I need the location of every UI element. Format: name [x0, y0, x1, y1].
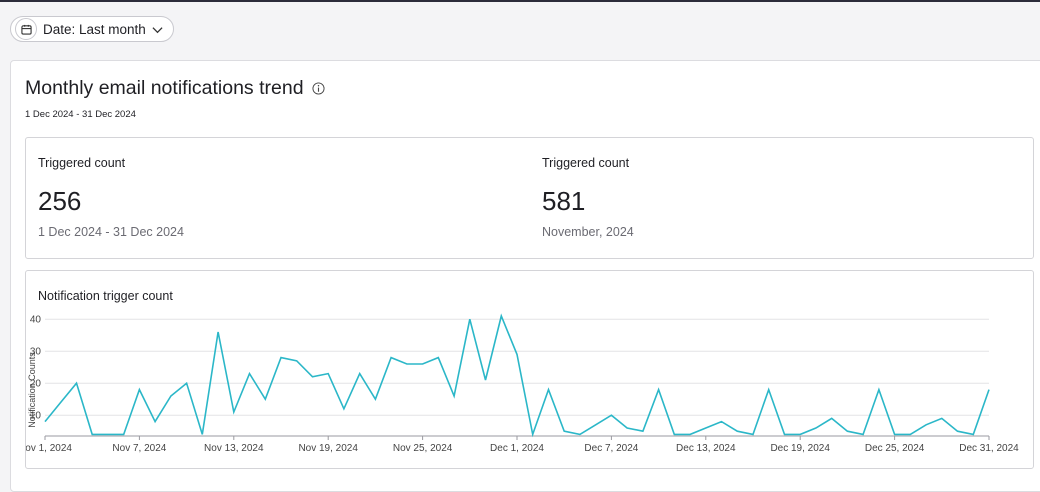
date-filter-button[interactable]: Date: Last month [10, 16, 174, 42]
chart-card: Notification trigger count 10 20 30 40 Nov 1… [25, 270, 1034, 469]
data-point [562, 429, 566, 433]
data-point [436, 356, 440, 360]
data-point [971, 432, 975, 436]
y-tick-label: 20 [30, 379, 42, 390]
data-point [200, 432, 204, 436]
panel-title: Monthly email notifications trend [25, 77, 304, 99]
notification-trigger-line-chart: 10 20 30 40 Nov 1, 2024 Nov 7, 2024 Nov 13, 20… [26, 313, 1019, 454]
data-point [877, 388, 881, 392]
x-tick-label: Nov 13, 2024 [204, 443, 264, 454]
data-point [90, 432, 94, 436]
data-point [767, 388, 771, 392]
data-point [688, 432, 692, 436]
data-point [310, 375, 314, 379]
data-point [137, 388, 141, 392]
x-tick-label: Dec 13, 2024 [676, 443, 736, 454]
data-point [358, 372, 362, 376]
data-point [625, 426, 629, 430]
data-point [468, 317, 472, 321]
data-point [74, 381, 78, 385]
data-point [342, 407, 346, 411]
data-point [452, 394, 456, 398]
data-point [861, 432, 865, 436]
data-point [185, 381, 189, 385]
window-top-border [0, 0, 1040, 2]
y-tick-label: 40 [30, 315, 42, 326]
x-tick-label: Dec 1, 2024 [490, 443, 544, 454]
data-point [405, 362, 409, 366]
data-point [578, 432, 582, 436]
x-tick-label: Dec 7, 2024 [584, 443, 638, 454]
data-point [940, 416, 944, 420]
data-point [751, 432, 755, 436]
chart-title: Notification trigger count [38, 289, 173, 303]
data-point [59, 400, 63, 404]
data-point [782, 432, 786, 436]
data-point [720, 420, 724, 424]
chevron-down-icon [152, 22, 163, 37]
data-point [594, 423, 598, 427]
stat-value: 581 [542, 186, 586, 216]
data-point [122, 432, 126, 436]
stats-card: Triggered count 256 1 Dec 2024 - 31 Dec … [25, 137, 1034, 259]
data-point [531, 432, 535, 436]
y-tick-label: 30 [30, 347, 42, 358]
data-point [830, 416, 834, 420]
series-line [44, 313, 990, 438]
data-point [499, 314, 503, 318]
data-point [609, 413, 613, 417]
data-point [546, 388, 550, 392]
date-filter-label: Date: Last month [43, 21, 146, 37]
data-point [421, 362, 425, 366]
data-point [515, 352, 519, 356]
info-icon[interactable] [312, 82, 325, 95]
data-point [232, 410, 236, 414]
x-tick-label: Nov 19, 2024 [298, 443, 358, 454]
data-point [641, 429, 645, 433]
stat-value: 256 [38, 186, 82, 216]
data-point [43, 420, 47, 424]
stat-period: November, 2024 [542, 225, 634, 239]
y-axis-label: Notification Counts [27, 352, 37, 428]
data-point [169, 394, 173, 398]
data-point [248, 372, 252, 376]
data-point [484, 378, 488, 382]
data-point [657, 388, 661, 392]
data-point [672, 432, 676, 436]
x-tick-label: Dec 31, 2024 [959, 443, 1019, 454]
data-point [153, 420, 157, 424]
data-point [735, 429, 739, 433]
data-point [704, 426, 708, 430]
data-point [216, 330, 220, 334]
x-tick-label: Dec 19, 2024 [770, 443, 830, 454]
data-point [389, 356, 393, 360]
email-notifications-panel: Monthly email notifications trend 1 Dec … [10, 60, 1040, 492]
data-point [295, 359, 299, 363]
data-point [373, 397, 377, 401]
x-tick-label: Nov 1, 2024 [26, 443, 72, 454]
data-point [893, 432, 897, 436]
data-point [798, 432, 802, 436]
panel-date-range: 1 Dec 2024 - 31 Dec 2024 [25, 109, 136, 120]
data-point [845, 429, 849, 433]
data-point [279, 356, 283, 360]
data-point [814, 426, 818, 430]
x-tick-label: Dec 25, 2024 [865, 443, 925, 454]
data-point [956, 429, 960, 433]
x-tick-label: Nov 25, 2024 [393, 443, 453, 454]
data-point [908, 432, 912, 436]
stat-label: Triggered count [542, 156, 630, 170]
stat-label: Triggered count [38, 156, 126, 170]
stat-period: 1 Dec 2024 - 31 Dec 2024 [38, 225, 184, 239]
data-point [987, 388, 991, 392]
data-point [106, 432, 110, 436]
data-point [924, 423, 928, 427]
data-point [326, 372, 330, 376]
x-tick-label: Nov 7, 2024 [112, 443, 166, 454]
calendar-icon [15, 18, 37, 40]
data-point [263, 397, 267, 401]
y-tick-label: 10 [30, 411, 42, 422]
